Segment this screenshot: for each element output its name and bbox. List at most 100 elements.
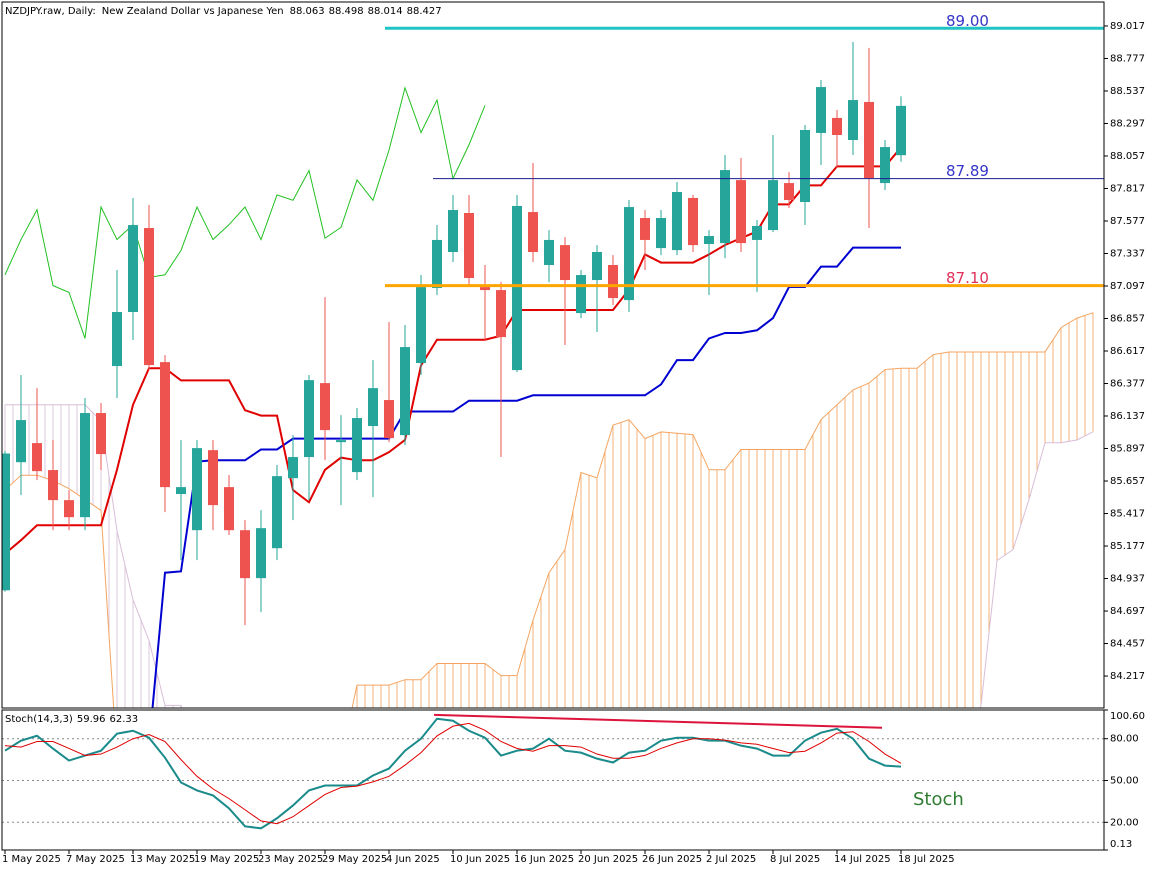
- candle-body: [608, 265, 618, 299]
- close-value: 88.427: [407, 6, 442, 17]
- candle-body: [352, 418, 362, 473]
- kijun-line: [151, 246, 901, 708]
- candle-body: [256, 528, 266, 579]
- y-tick-label: 87.337: [1110, 248, 1145, 259]
- level-label: 87.10: [946, 269, 989, 287]
- x-tick-label: 16 Jun 2025: [514, 854, 574, 865]
- y-tick-label: 88.297: [1110, 118, 1145, 129]
- level-label: 87.89: [946, 162, 989, 180]
- candle-body: [16, 420, 26, 463]
- candle-body: [320, 383, 330, 431]
- stoch-trendline: [433, 713, 883, 729]
- symbol: NZDJPY.raw, Daily:: [5, 6, 96, 17]
- candle-body: [784, 183, 794, 200]
- candle-body: [400, 347, 410, 436]
- candle-body: [752, 226, 762, 240]
- candle-body: [656, 218, 666, 249]
- candle-body: [432, 239, 442, 289]
- candle-body: [64, 500, 74, 518]
- candle-body: [272, 476, 282, 549]
- x-tick-label: 1 May 2025: [2, 854, 61, 865]
- candle-body: [2, 453, 10, 591]
- y-tick-label: 85.417: [1110, 509, 1145, 520]
- candle-body: [768, 180, 778, 231]
- stoch-d-line: [4, 722, 902, 825]
- candle-body: [464, 213, 474, 279]
- y-tick-label: 100.60: [1110, 711, 1145, 722]
- candle-body: [832, 117, 842, 135]
- candle-body: [896, 105, 906, 156]
- y-tick-label: 80.00: [1110, 734, 1139, 745]
- candle-body: [624, 207, 634, 301]
- candle-body: [640, 218, 650, 240]
- candle-body: [240, 530, 250, 579]
- y-tick-label: 86.857: [1110, 314, 1145, 325]
- candle-body: [720, 170, 730, 244]
- axes: 89.017 88.777 88.537 88.297 88.057 87.817 87.5…: [2, 21, 1145, 865]
- price-panel: [2, 26, 1104, 708]
- senkou-span-a: [4, 312, 1094, 708]
- x-tick-label: 8 Jul 2025: [770, 854, 820, 865]
- stoch-k-line: [4, 717, 902, 830]
- x-tick-label: 14 Jul 2025: [834, 854, 891, 865]
- candle-body: [48, 470, 58, 501]
- candle-body: [160, 362, 170, 488]
- candle-body: [112, 312, 122, 367]
- candle-body: [384, 400, 394, 439]
- candle-body: [592, 252, 602, 281]
- x-tick-label: 2 Jul 2025: [706, 854, 756, 865]
- candle-body: [704, 236, 714, 245]
- x-tick-label: 19 May 2025: [194, 854, 259, 865]
- candle-body: [560, 245, 570, 281]
- chikou-line: [4, 86, 486, 339]
- y-tick-label: 0.13: [1110, 839, 1132, 850]
- tenkan-line: [4, 146, 902, 555]
- chart-title: New Zealand Dollar vs Japanese Yen: [102, 6, 284, 17]
- y-tick-label: 87.817: [1110, 183, 1145, 194]
- stoch-title: Stoch(14,3,3): [5, 714, 73, 725]
- x-tick-label: 7 May 2025: [66, 854, 125, 865]
- price-frame: [1, 1, 1105, 709]
- y-tick-label: 88.057: [1110, 151, 1145, 162]
- y-tick-label: 89.017: [1110, 21, 1145, 32]
- stoch-panel: [2, 713, 1104, 830]
- high-value: 88.498: [329, 6, 364, 17]
- y-tick-label: 85.657: [1110, 476, 1145, 487]
- candle-body: [80, 413, 90, 518]
- candle-body: [496, 290, 506, 338]
- y-tick-label: 86.377: [1110, 379, 1145, 390]
- y-tick-label: 84.457: [1110, 639, 1145, 650]
- y-tick-label: 85.897: [1110, 444, 1145, 455]
- y-tick-label: 86.137: [1110, 411, 1145, 422]
- x-tick-label: 18 Jul 2025: [898, 854, 955, 865]
- x-tick-label: 23 May 2025: [258, 854, 323, 865]
- candle-body: [576, 275, 586, 314]
- x-tick-label: 29 May 2025: [322, 854, 387, 865]
- y-tick-label: 87.097: [1110, 281, 1145, 292]
- candle-body: [192, 448, 202, 531]
- low-value: 88.014: [368, 6, 403, 17]
- candle-body: [544, 239, 554, 266]
- candle-body: [32, 443, 42, 472]
- stoch-header: Stoch(14,3,3) 59.96 62.33: [5, 714, 138, 725]
- candle-body: [144, 228, 154, 366]
- x-tick-label: 20 Jun 2025: [578, 854, 638, 865]
- candle-body: [512, 205, 522, 371]
- candle-body: [736, 180, 746, 244]
- candle-body: [448, 210, 458, 253]
- candle-body: [800, 129, 810, 203]
- y-tick-label: 20.00: [1110, 817, 1139, 828]
- y-tick-label: 87.577: [1110, 216, 1145, 227]
- candle-body: [816, 87, 826, 133]
- x-tick-label: 26 Jun 2025: [642, 854, 702, 865]
- y-tick-label: 88.537: [1110, 86, 1145, 97]
- stoch-frame: [1, 709, 1105, 851]
- y-tick-label: 50.00: [1110, 776, 1139, 787]
- candle-body: [96, 413, 106, 455]
- y-tick-label: 84.217: [1110, 671, 1145, 682]
- candle-body: [672, 192, 682, 251]
- candle-body: [176, 487, 186, 495]
- candle-body: [480, 287, 490, 291]
- candle-body: [688, 197, 698, 246]
